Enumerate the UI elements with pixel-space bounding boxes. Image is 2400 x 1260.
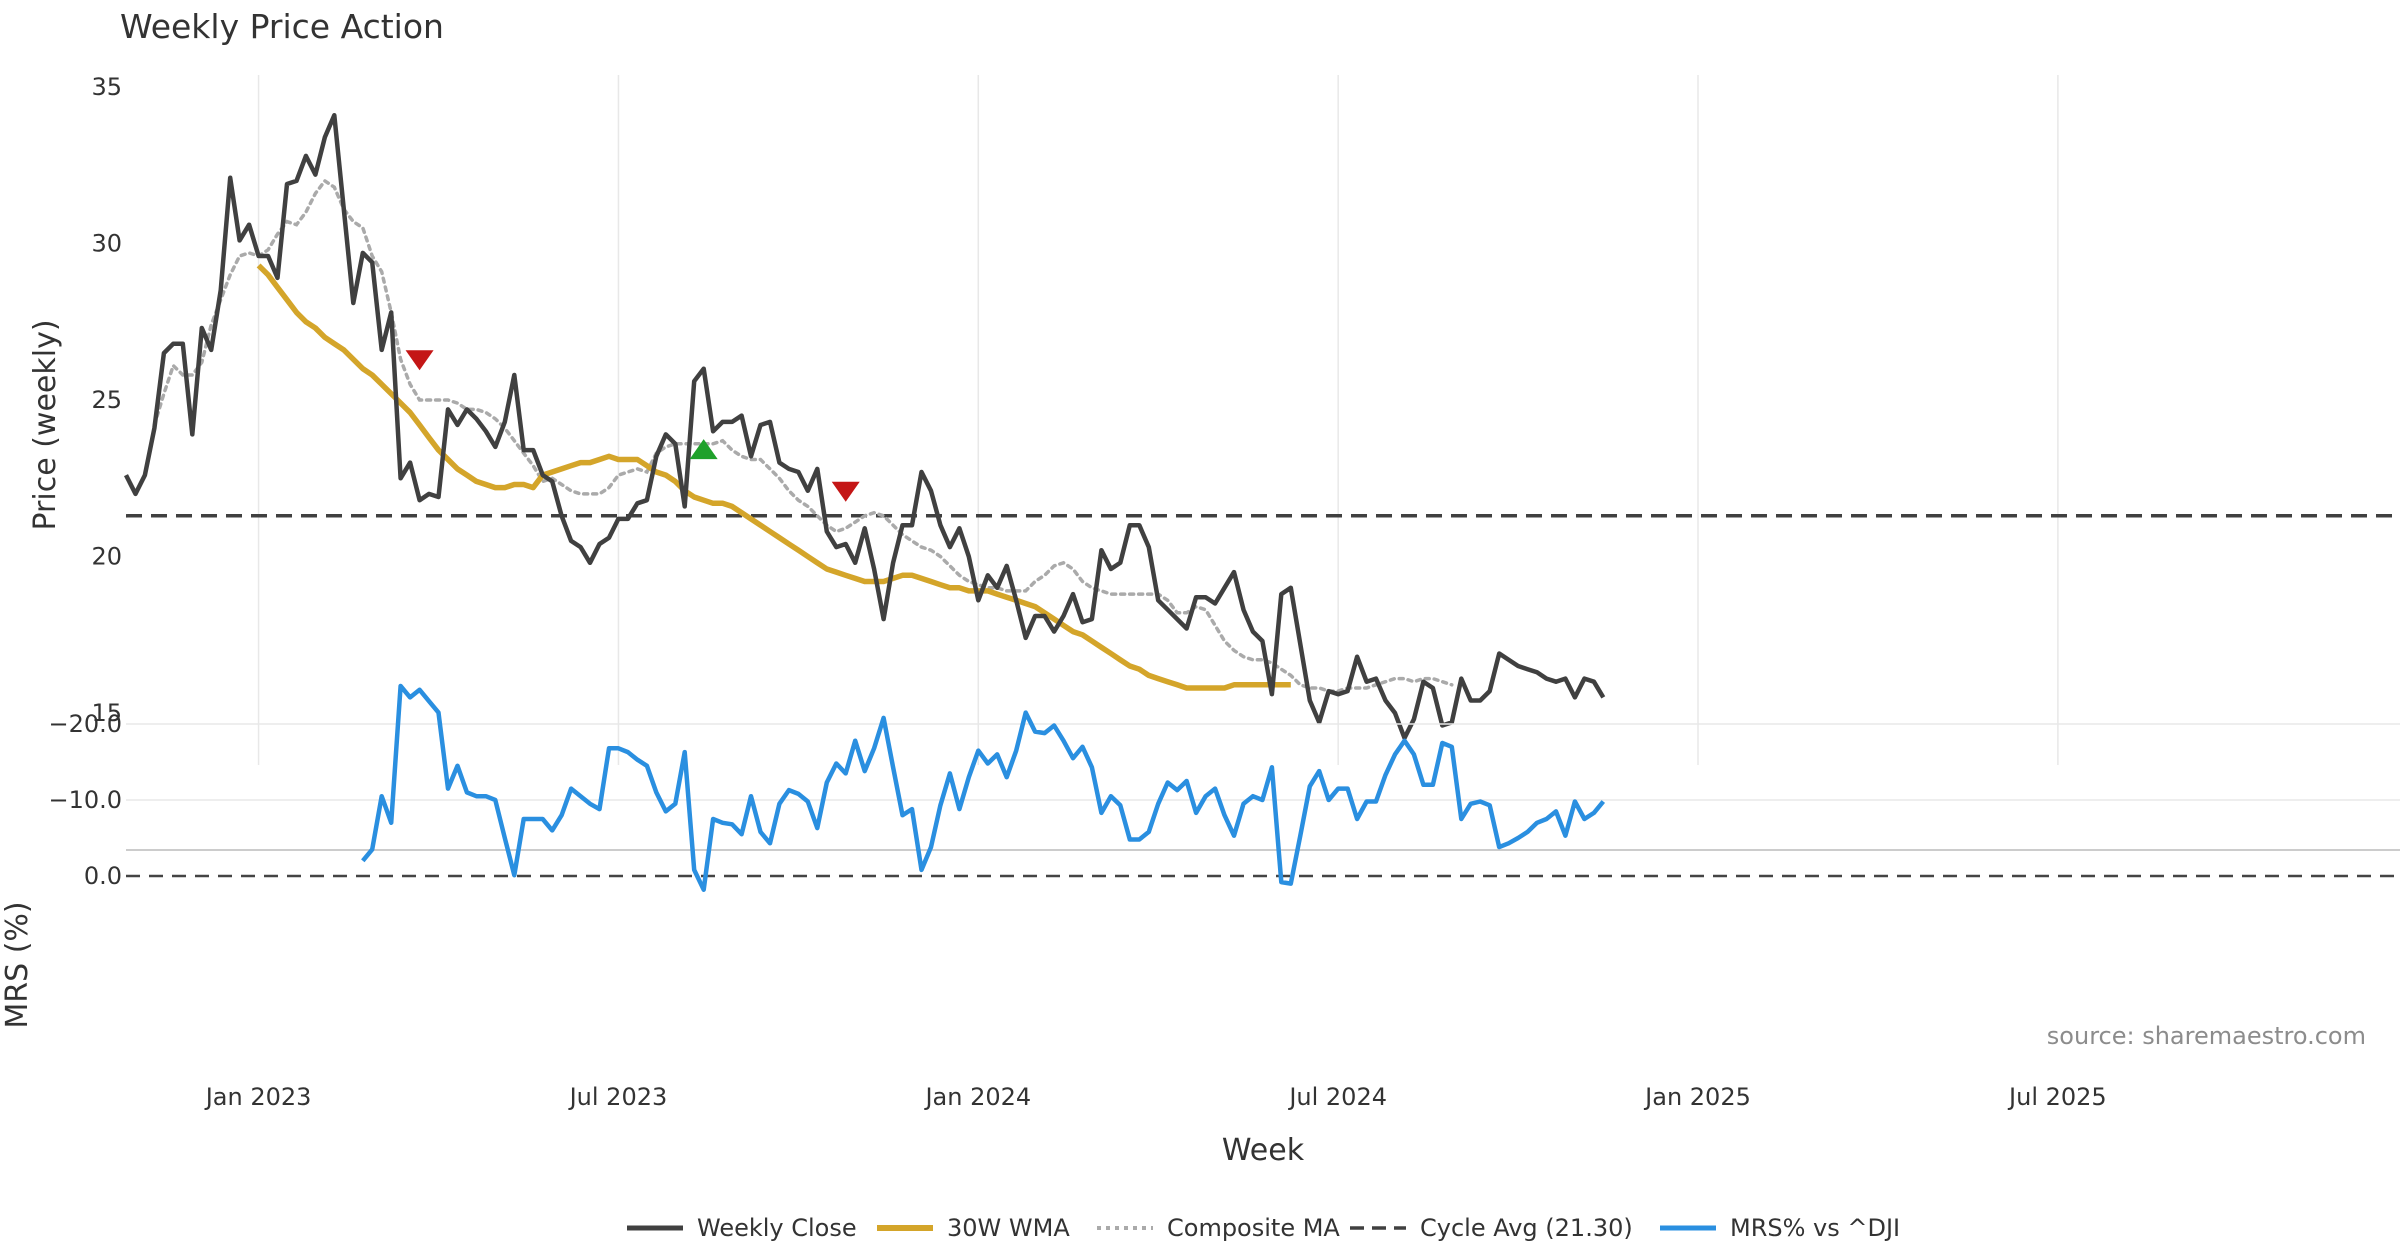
legend-label: MRS% vs ^DJI [1730, 1214, 1900, 1242]
x-tick-label: Jan 2024 [923, 1083, 1031, 1111]
signal-markers [405, 350, 860, 502]
chart-title: Weekly Price Action [120, 7, 444, 46]
x-tick-label: Jul 2025 [2007, 1083, 2107, 1111]
legend: Weekly Close 30W WMA Composite MA Cycle Avg… [627, 1214, 1900, 1242]
legend-label: Composite MA [1167, 1214, 1340, 1242]
price-y-tick: 15 [91, 699, 122, 727]
x-tick-label: Jan 2023 [204, 1083, 312, 1111]
legend-item-mrs: MRS% vs ^DJI [1660, 1214, 1900, 1242]
composite-ma-line [152, 178, 1454, 693]
legend-label: Weekly Close [697, 1214, 857, 1242]
price-y-ticks: 15 20 25 30 35 [91, 73, 122, 727]
mrs-y-tick: 0.0 [84, 862, 122, 890]
mrs-y-axis-label: MRS (%) [0, 901, 35, 1028]
sell-signal-marker [831, 481, 860, 502]
legend-item-wma: 30W WMA [877, 1214, 1070, 1242]
buy-signal-marker [689, 439, 718, 460]
price-y-tick: 25 [91, 386, 122, 414]
legend-item-close: Weekly Close [627, 1214, 857, 1242]
legend-label: Cycle Avg (21.30) [1420, 1214, 1633, 1242]
sell-signal-marker [405, 350, 434, 371]
price-y-tick: 30 [91, 230, 122, 258]
wma-30w-line [256, 263, 1291, 691]
legend-label: 30W WMA [947, 1214, 1070, 1242]
legend-item-cycle: Cycle Avg (21.30) [1350, 1214, 1633, 1242]
price-grid [257, 75, 2059, 765]
mrs-line [361, 683, 1606, 892]
price-y-axis-label: Price (weekly) [28, 319, 63, 530]
price-y-tick: 35 [91, 73, 122, 101]
mrs-y-tick: −20.0 [48, 710, 122, 738]
x-tick-label: Jan 2025 [1643, 1083, 1751, 1111]
mrs-y-tick: −10.0 [48, 786, 122, 814]
x-tick-label: Jul 2024 [1287, 1083, 1387, 1111]
price-y-tick: 20 [91, 543, 122, 571]
x-tick-label: Jul 2023 [568, 1083, 668, 1111]
mrs-y-ticks: 0.0 −10.0 −20.0 [48, 710, 122, 890]
x-axis-label: Week [1222, 1133, 1305, 1168]
legend-item-composite: Composite MA [1097, 1214, 1340, 1242]
x-axis-ticks: Jan 2023 Jul 2023 Jan 2024 Jul 2024 Jan 2025… [204, 1083, 2107, 1111]
weekly-close-line [123, 112, 1606, 741]
source-credit: source: sharemaestro.com [2047, 1022, 2366, 1050]
